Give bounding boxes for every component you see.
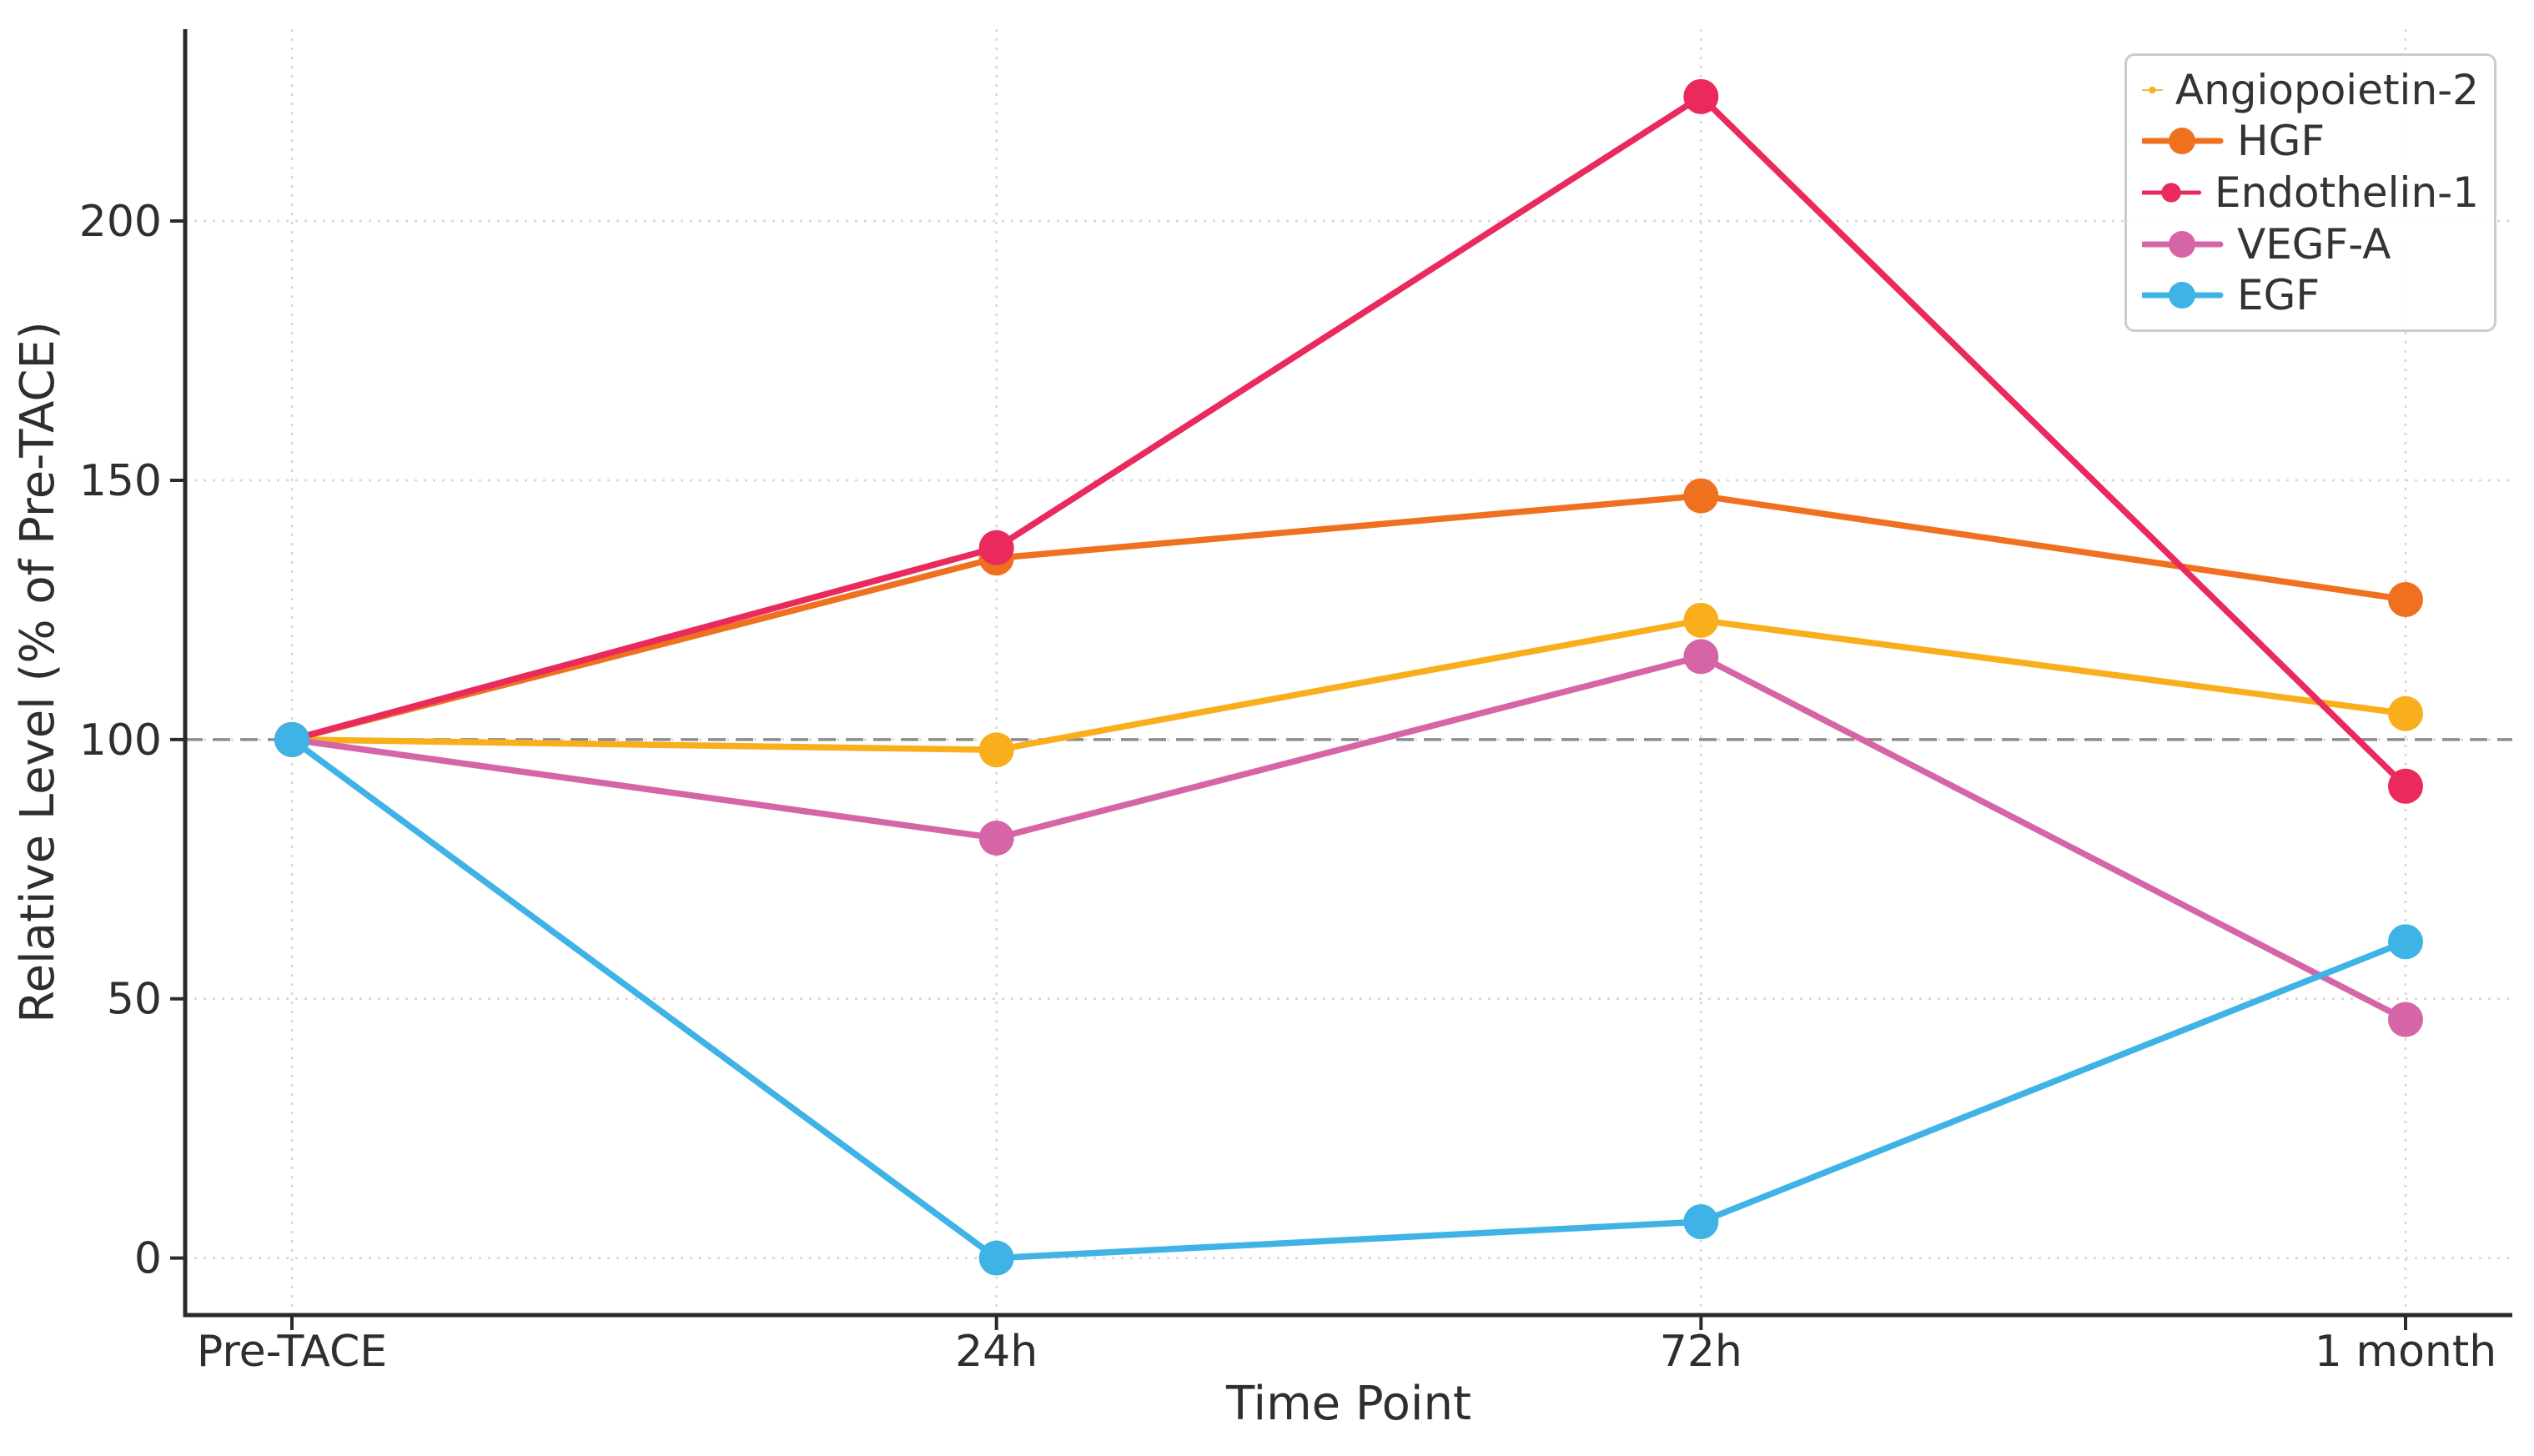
legend-item: EGF <box>2142 270 2479 320</box>
y-tick-label: 200 <box>79 197 162 247</box>
series-line <box>289 736 2409 1262</box>
y-tick-label: 100 <box>79 715 162 766</box>
legend-item: Angiopoietin-2 <box>2142 65 2479 115</box>
legend-item: Endothelin-1 <box>2142 168 2479 218</box>
x-axis-title: Time Point <box>1225 1377 1471 1431</box>
legend-label: VEGF-A <box>2237 219 2391 269</box>
axes-spines <box>183 29 2512 1318</box>
data-point-marker <box>1683 639 1719 675</box>
x-tick-label: 72h <box>1660 1327 1742 1377</box>
data-point-marker <box>2388 695 2423 731</box>
data-point-marker <box>274 721 309 757</box>
data-point-marker <box>2388 1002 2423 1037</box>
legend-swatch-icon <box>2142 282 2224 309</box>
tick-marks <box>170 219 2407 1330</box>
legend-swatch-icon <box>2142 230 2224 258</box>
y-tick-label: 150 <box>79 456 162 506</box>
series-lines <box>274 78 2423 1276</box>
data-point-marker <box>2388 768 2423 804</box>
series-vegf-a <box>274 639 2423 1037</box>
series-endothelin-1 <box>274 78 2423 804</box>
legend-label: HGF <box>2237 117 2325 166</box>
series-hgf <box>274 478 2423 757</box>
data-point-marker <box>1683 78 1719 114</box>
legend-label: EGF <box>2237 271 2320 320</box>
data-point-marker <box>1683 1204 1719 1240</box>
series-line <box>289 617 2409 754</box>
data-point-marker <box>978 820 1014 856</box>
legend-swatch-icon <box>2142 183 2202 203</box>
y-tick-label: 50 <box>107 975 162 1025</box>
tick-labels: 0 50 100 150 200 Pre-TACE 24h 72h 1 month <box>79 197 2496 1377</box>
legend-label: Endothelin-1 <box>2215 168 2479 217</box>
x-tick-label: Pre-TACE <box>197 1327 387 1377</box>
legend-swatch-icon <box>2142 128 2224 155</box>
x-tick-label: 24h <box>955 1327 1038 1377</box>
data-point-marker <box>978 732 1014 768</box>
data-point-marker <box>978 1240 1014 1276</box>
y-tick-label: 0 <box>134 1234 162 1284</box>
legend-item: HGF <box>2142 116 2479 166</box>
x-tick-label: 1 month <box>2315 1327 2496 1377</box>
legend-swatch-icon <box>2142 86 2164 93</box>
y-axis-title: Relative Level (% of Pre-TACE) <box>11 321 65 1023</box>
data-point-marker <box>1683 602 1719 638</box>
legend-label: Angiopoietin-2 <box>2175 65 2479 114</box>
legend-item: VEGF-A <box>2142 219 2479 269</box>
series-line <box>289 93 2409 790</box>
data-point-marker <box>978 530 1014 565</box>
series-line <box>289 653 2409 1023</box>
data-point-marker <box>1683 478 1719 514</box>
series-line <box>289 492 2409 743</box>
data-point-marker <box>2388 924 2423 960</box>
series-egf <box>274 721 2423 1276</box>
data-point-marker <box>2388 581 2423 617</box>
chart-legend: Angiopoietin-2 HGF Endothelin-1 VEGF-A EGF <box>2124 53 2496 332</box>
series-angiopoietin-2 <box>274 602 2423 768</box>
